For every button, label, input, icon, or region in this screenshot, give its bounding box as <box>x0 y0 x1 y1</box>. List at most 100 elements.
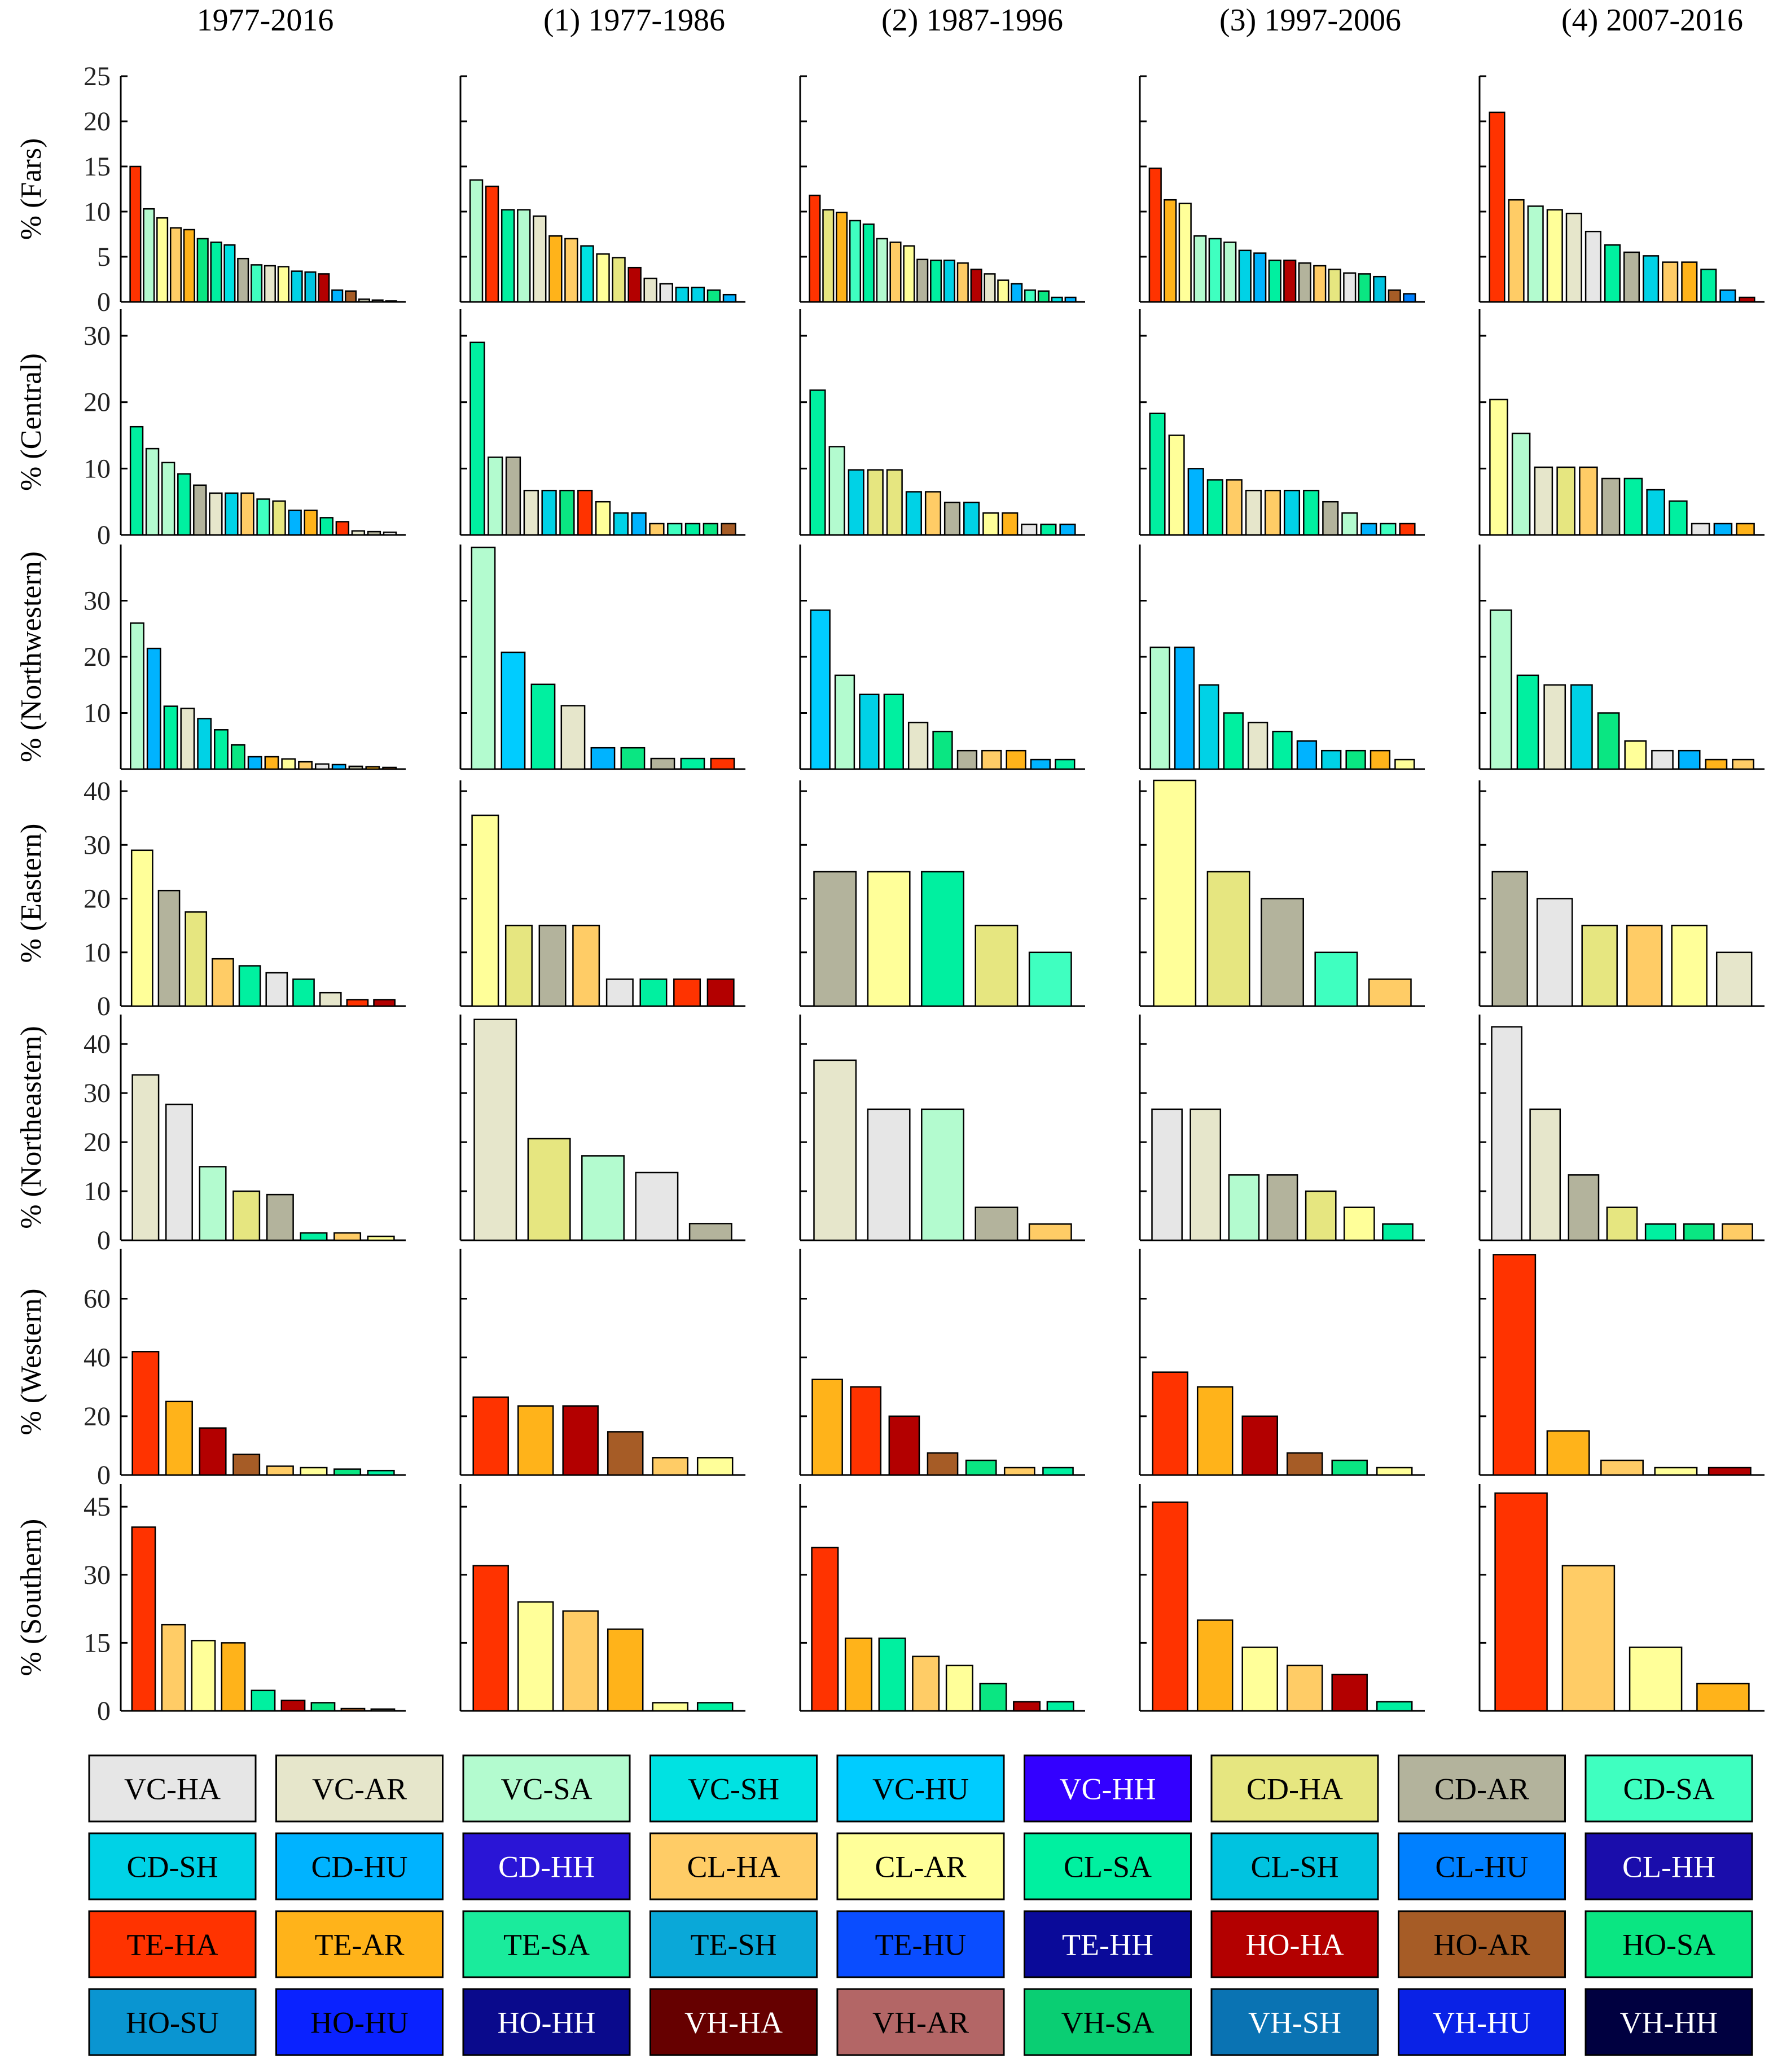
bar-cl-ha <box>1286 1665 1323 1712</box>
row-axis-labels: % (Fars) % (Central) % (Northwestern) % (Ea… <box>15 138 47 1676</box>
bar-cl-ar <box>1654 1467 1698 1476</box>
bar-te-ar <box>1164 199 1177 303</box>
bar-cd-ar <box>956 749 978 770</box>
bar-te-ar <box>1546 1430 1590 1476</box>
legend-label: CL-HU <box>1436 1850 1529 1884</box>
legend-swatch <box>1024 1832 1192 1900</box>
bar-panel <box>799 1249 1085 1476</box>
bar-panel: 0 5 10 15 20 25 <box>84 62 406 317</box>
bar-te-ha <box>346 999 369 1007</box>
y-tick-label: 10 <box>84 1177 111 1206</box>
legend-label: CD-HH <box>498 1850 595 1884</box>
legend-label: VC-HH <box>1060 1772 1156 1806</box>
bar-vc-ha <box>659 283 673 303</box>
bar-te-ar <box>365 766 380 770</box>
bar-cd-hu <box>1030 758 1051 770</box>
legend-label: TE-SH <box>691 1928 777 1962</box>
bar-vc-ar <box>523 489 539 536</box>
bar-ho-ha <box>706 978 735 1007</box>
bar-vc-sa <box>471 546 496 770</box>
bar-cl-sa <box>930 260 942 303</box>
legend-label: CL-SH <box>1250 1850 1338 1884</box>
bar-cl-ar <box>1241 1647 1278 1712</box>
y-tick-label: 0 <box>97 1460 111 1490</box>
bar-cl-ha <box>562 1610 599 1712</box>
bar-cd-ha <box>1581 924 1618 1007</box>
legend-item-vc-hh: VC-HH <box>1024 1754 1192 1823</box>
legend-label: HO-SA <box>1622 1928 1715 1962</box>
bar-vc-sa <box>488 456 503 536</box>
bar-cl-ha <box>912 1656 940 1712</box>
bar-cl-sh <box>1373 275 1386 303</box>
bar-cd-sa <box>1208 238 1222 303</box>
bar-panel <box>1139 309 1425 536</box>
bar-te-ha <box>131 1351 160 1476</box>
bar-te-ha <box>1148 167 1162 303</box>
bar-ho-sa <box>333 1468 362 1476</box>
bar-panel: 0 10 20 30 40 <box>84 776 406 1021</box>
bar-panel <box>799 780 1085 1007</box>
bar-te-ha <box>1399 523 1416 536</box>
bar-te-ar <box>548 235 563 303</box>
bar-cl-ha <box>1561 1565 1616 1712</box>
legend-label: TE-HH <box>1062 1928 1153 1962</box>
legend-swatch <box>1398 1832 1566 1900</box>
bar-cd-ar <box>367 530 381 536</box>
bar-cd-hu <box>331 763 346 770</box>
bar-vc-ha <box>314 763 330 770</box>
bar-cl-ar <box>595 501 611 536</box>
legend-swatch <box>836 1910 1005 1978</box>
legend-swatch <box>88 1832 257 1900</box>
legend-swatch <box>649 1910 818 1978</box>
bar-cd-ha <box>527 1138 571 1241</box>
bar-cl-ar <box>945 1665 973 1712</box>
bar-vc-ha <box>1151 1108 1183 1241</box>
bar-te-ar <box>1696 1683 1750 1712</box>
legend-label: HO-HH <box>498 2006 596 2040</box>
bar-cl-ar <box>191 1640 216 1712</box>
legend-swatch <box>462 1754 631 1823</box>
bar-te-ha <box>811 1547 839 1712</box>
bar-cd-ar <box>975 1206 1019 1241</box>
bar-cd-hu <box>1174 646 1195 770</box>
bar-cl-ar <box>982 512 999 536</box>
bar-cd-sh <box>963 502 980 536</box>
bar-cl-ha <box>956 262 969 303</box>
bar-cl-ha <box>1722 1223 1753 1241</box>
bar-cl-sa <box>1149 412 1166 536</box>
legend-swatch <box>1585 1832 1753 1900</box>
legend-item-cl-sh: CL-SH <box>1210 1832 1379 1900</box>
legend-swatch <box>836 1754 1005 1823</box>
legend-swatch <box>275 1754 444 1823</box>
bar-cl-ar <box>596 253 610 303</box>
bar-te-ha <box>485 185 499 303</box>
bar-vc-ar <box>131 1074 160 1241</box>
bar-cd-hu <box>1713 523 1733 536</box>
legend-item-ho-sa: HO-SA <box>1585 1910 1753 1978</box>
bar-cd-sh <box>613 512 629 536</box>
legend-label: VH-HA <box>684 2006 783 2040</box>
bar-panel: 10 20 30 <box>84 545 406 770</box>
legend-swatch <box>1210 1832 1379 1900</box>
bar-cd-hu <box>1719 289 1736 303</box>
bar-panel: 0 10 20 30 40 <box>84 1015 406 1256</box>
bar-cd-hu <box>1011 283 1023 303</box>
legend-label: CD-SH <box>126 1850 218 1884</box>
bar-cl-sa <box>1272 731 1293 770</box>
column-title: (4) 2007-2016 <box>1561 3 1743 38</box>
legend-swatch <box>1024 1988 1192 2056</box>
bar-te-ar <box>1370 749 1391 770</box>
bar-ho-ha <box>1708 1467 1752 1476</box>
bar-panel <box>1139 779 1425 1007</box>
bar-cd-ha <box>1328 269 1341 303</box>
bar-vc-ha <box>383 532 397 536</box>
bar-cl-ar <box>1546 209 1563 303</box>
legend-item-cd-ha: CD-HA <box>1210 1754 1379 1823</box>
legend-item-cl-sa: CL-SA <box>1024 1832 1192 1900</box>
bar-cd-ha <box>504 924 533 1007</box>
bar-panel: 0 10 20 30 <box>84 309 406 550</box>
bar-cl-ha <box>1313 265 1327 303</box>
bar-panel <box>1478 1249 1765 1476</box>
legend-item-cl-hu: CL-HU <box>1398 1832 1566 1900</box>
bar-vc-ar <box>1529 1108 1561 1241</box>
